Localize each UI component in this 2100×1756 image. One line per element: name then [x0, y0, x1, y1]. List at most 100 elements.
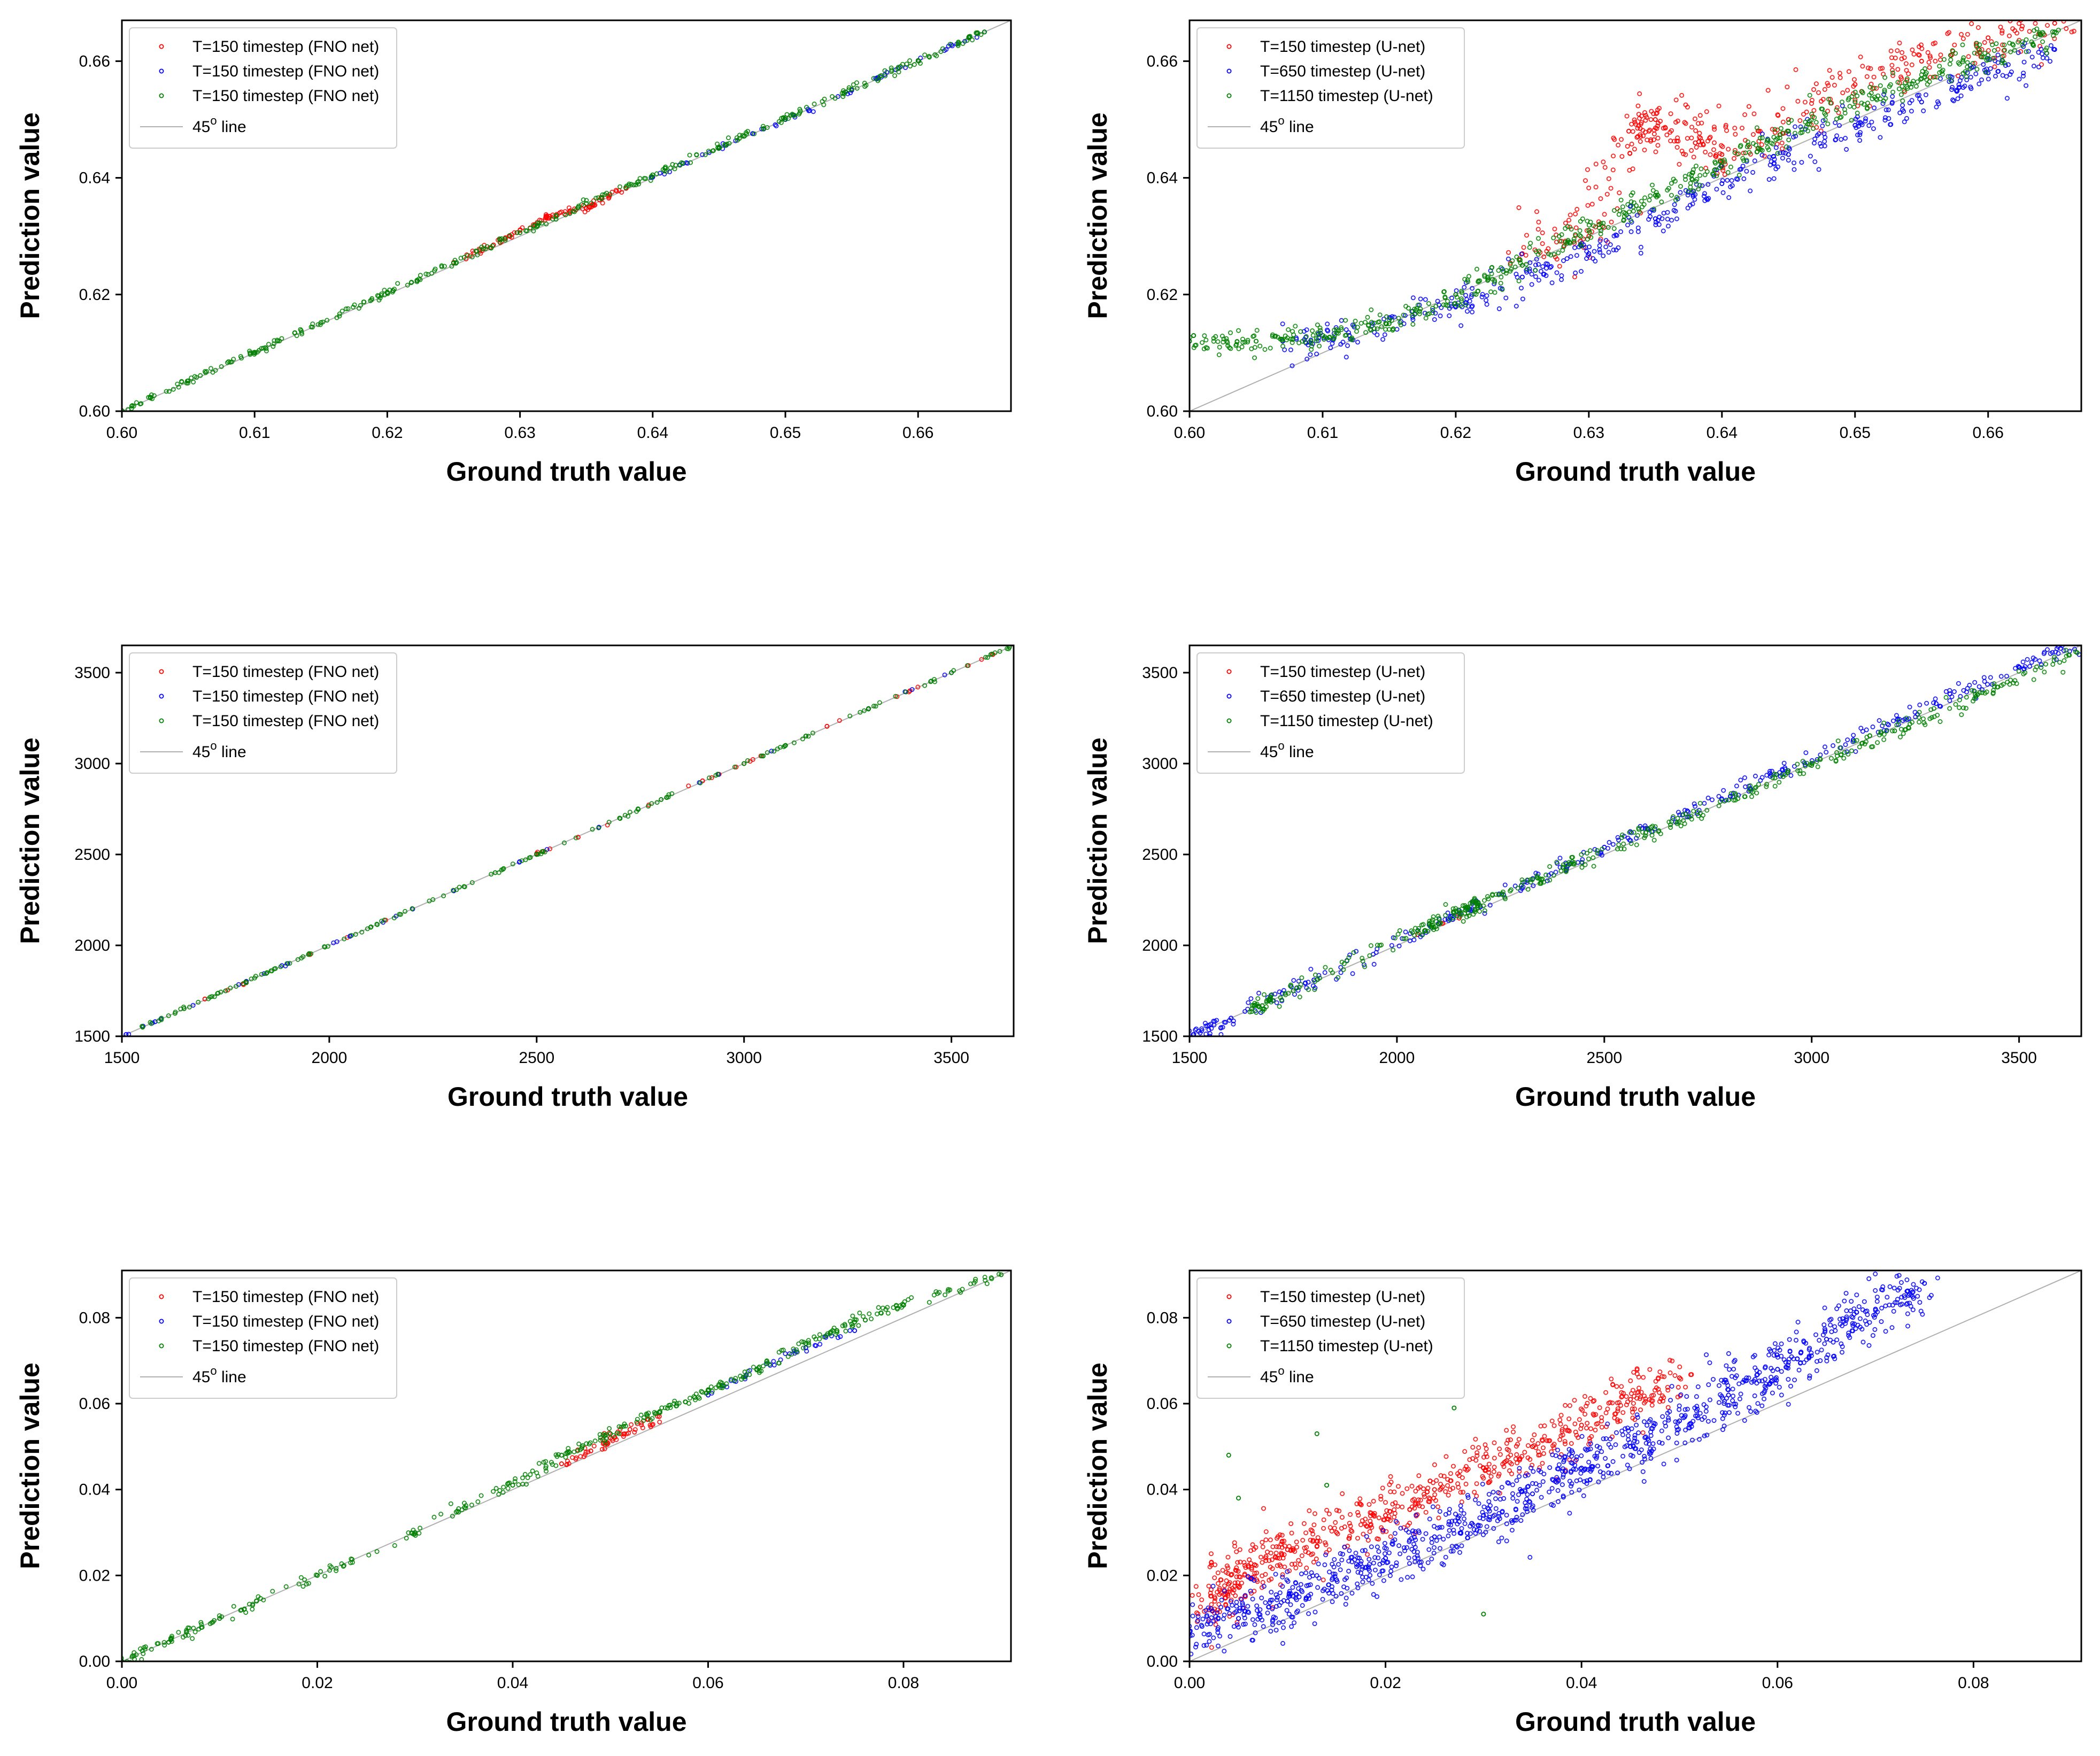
x-tick-label: 3000: [1794, 1049, 1829, 1067]
scatter-point: [850, 1323, 855, 1328]
data-point: [1530, 1444, 1535, 1449]
scatter-point: [847, 1319, 853, 1324]
scatter-point: [1572, 1398, 1577, 1403]
scatter-point: [1577, 1488, 1582, 1493]
scatter-point: [1634, 1372, 1640, 1377]
scatter-point: [1628, 1391, 1634, 1396]
scatter-point: [1215, 1643, 1221, 1649]
scatter-point: [1459, 298, 1464, 303]
data-point: [1852, 82, 1858, 87]
scatter-point: [1310, 1573, 1316, 1578]
y-tick-label: 0.60: [79, 403, 110, 420]
y-tick-label: 0.04: [79, 1481, 110, 1499]
scatter-point: [1242, 1572, 1247, 1577]
scatter-point: [1380, 1528, 1386, 1533]
scatter-point: [1487, 1503, 1493, 1508]
scatter-point: [1233, 343, 1239, 348]
scatter-point: [1570, 1450, 1576, 1455]
scatter-point: [1828, 101, 1833, 106]
scatter-point: [1299, 1571, 1304, 1576]
data-point: [510, 1483, 515, 1488]
scatter-point: [1650, 1441, 1656, 1446]
scatter-point: [649, 801, 654, 806]
scatter-point: [1499, 1484, 1504, 1490]
scatter-point: [1482, 911, 1487, 916]
scatter-point: [1725, 178, 1730, 183]
scatter-point: [1593, 1412, 1599, 1417]
scatter-point: [1900, 98, 1905, 104]
scatter-point: [803, 734, 808, 739]
scatter-point: [1557, 1437, 1563, 1442]
scatter-point: [1568, 1483, 1573, 1489]
scatter-point: [1170, 1591, 1174, 1595]
scatter-point: [1958, 32, 1964, 37]
scatter-point: [1532, 1432, 1537, 1437]
scatter-point: [1736, 172, 1742, 178]
x-axis-label: Ground truth value: [446, 1707, 687, 1737]
scatter-point: [1355, 1536, 1360, 1541]
scatter-point: [1274, 1597, 1279, 1603]
scatter-point: [1953, 702, 1958, 707]
scatter-point: [1721, 798, 1727, 804]
scatter-point: [1432, 1462, 1437, 1467]
scatter-point: [1655, 135, 1661, 141]
scatter-point: [1350, 971, 1355, 976]
scatter-point: [1913, 83, 1919, 89]
scatter-point: [929, 679, 934, 684]
scatter-point: [320, 319, 326, 325]
scatter-point: [1563, 226, 1568, 231]
legend-marker: [159, 1343, 164, 1349]
reference-line-45: [122, 645, 1014, 1036]
scatter-point: [1388, 1568, 1394, 1574]
scatter-point: [663, 164, 668, 170]
scatter-point: [1322, 970, 1327, 975]
scatter-point: [1764, 140, 1770, 145]
y-tick-label: 3500: [1142, 664, 1178, 682]
scatter-point: [1981, 675, 1987, 680]
scatter-point: [1786, 137, 1792, 143]
scatter-point: [1242, 340, 1248, 345]
scatter-point: [1486, 1492, 1492, 1497]
scatter-point: [310, 325, 315, 330]
legend-marker: [1226, 44, 1232, 49]
scatter-point: [1423, 297, 1428, 302]
legend-label: T=150 timestep (FNO net): [192, 663, 379, 681]
scatter-point: [1524, 269, 1530, 275]
scatter-point: [974, 35, 979, 40]
scatter-point: [1916, 52, 1921, 57]
scatter-area: [122, 29, 987, 411]
scatter-point: [474, 249, 479, 254]
scatter-point: [1474, 266, 1479, 272]
scatter-point: [1606, 1470, 1611, 1475]
scatter-point: [1579, 860, 1585, 866]
x-tick-label: 0.00: [106, 1674, 137, 1692]
scatter-point: [889, 65, 894, 71]
scatter-point: [1739, 125, 1744, 130]
scatter-point: [190, 1636, 195, 1641]
scatter-point: [1888, 48, 1894, 53]
scatter-point: [1323, 1552, 1329, 1558]
scatter-point: [1461, 1511, 1466, 1516]
scatter-point: [2025, 657, 2030, 662]
scatter-point: [1803, 124, 1809, 129]
scatter-point: [1368, 327, 1373, 333]
scatter-point: [1566, 218, 1572, 223]
scatter-point: [478, 1493, 484, 1498]
scatter-point: [1982, 40, 1987, 45]
scatter-point: [1962, 83, 1967, 89]
scatter-point: [2040, 5, 2043, 9]
scatter-point: [1265, 1610, 1270, 1615]
scatter-point: [1960, 57, 1966, 63]
scatter-point: [1277, 1603, 1282, 1608]
scatter-point: [1948, 57, 1954, 63]
scatter-point: [1933, 696, 1938, 702]
scatter-point: [1606, 1442, 1611, 1447]
scatter-point: [1491, 1489, 1496, 1495]
scatter-point: [1426, 311, 1432, 317]
scatter-point: [1792, 764, 1797, 769]
legend-label-45-line: 45o line: [1260, 114, 1314, 136]
scatter-point: [1597, 1405, 1602, 1411]
scatter-point: [2034, 664, 2040, 669]
scatter-point: [1550, 1452, 1555, 1458]
scatter-point: [1648, 1455, 1654, 1461]
